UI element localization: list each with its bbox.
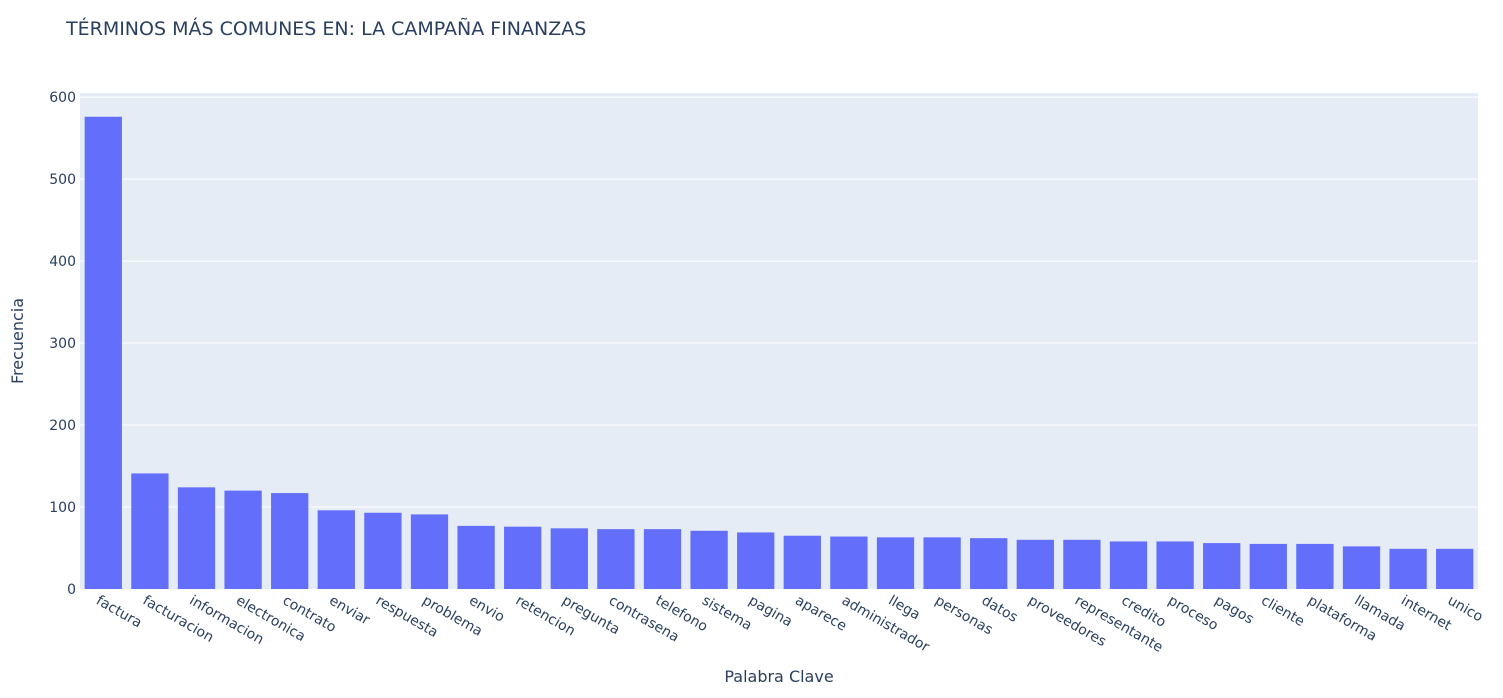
bar-sistema (690, 530, 728, 589)
bar-unico (1436, 548, 1474, 589)
plot-area (80, 93, 1478, 589)
x-tick-label: administrador (839, 593, 932, 656)
y-tick-label: 0 (67, 582, 76, 598)
x-tick-label: pagina (746, 593, 795, 631)
bar-factura (84, 116, 122, 589)
bar-enviar (317, 510, 355, 589)
bar-cliente (1249, 543, 1287, 589)
x-tick-label: proceso (1165, 593, 1221, 634)
bar-aparece (783, 535, 821, 589)
x-tick-label: sistema (699, 593, 754, 634)
bar-administrador (830, 536, 868, 589)
y-tick-label: 400 (49, 254, 76, 270)
bar-datos (970, 538, 1008, 589)
y-axis-label: Frecuencia (8, 298, 27, 384)
bar-pagina (737, 532, 775, 589)
x-axis-label: Palabra Clave (724, 667, 833, 686)
bar-personas (923, 537, 961, 589)
y-axis-ticks: 0 100 200 300 400 500 600 (49, 90, 76, 598)
bar-telefono (643, 529, 682, 589)
bar-respuesta (364, 512, 402, 589)
bar-contrato (271, 493, 309, 589)
y-tick-label: 100 (49, 500, 76, 516)
x-tick-label: aparece (792, 593, 849, 635)
x-axis-ticks: facturafacturacioninformacionelectronica… (93, 593, 1485, 656)
bar-llega (876, 537, 915, 589)
y-tick-label: 600 (49, 90, 76, 106)
bar-pregunta (550, 528, 588, 589)
chart-title: TÉRMINOS MÁS COMUNES EN: LA CAMPAÑA FINA… (65, 17, 586, 40)
bar-pagos (1203, 543, 1241, 589)
y-tick-label: 500 (49, 172, 76, 188)
bar-proveedores (1016, 539, 1054, 589)
bar-electronica (224, 490, 262, 589)
bar-facturacion (131, 473, 169, 589)
bar-proceso (1156, 541, 1194, 589)
x-tick-label: internet (1398, 593, 1454, 635)
bar-informacion (177, 487, 216, 589)
y-tick-label: 200 (49, 418, 76, 434)
bar-problema (410, 514, 449, 589)
bar-internet (1389, 548, 1427, 589)
x-tick-label: cliente (1258, 593, 1307, 630)
bar-envio (457, 525, 495, 589)
y-tick-label: 300 (49, 336, 76, 352)
x-tick-label: factura (93, 593, 144, 632)
bar-plataforma (1296, 543, 1334, 589)
bar-llamada (1342, 546, 1381, 589)
grid-lines (80, 96, 1478, 508)
bar-retencion (504, 526, 542, 589)
bar-credito (1109, 541, 1148, 589)
bars (84, 116, 1474, 589)
bar-representante (1063, 539, 1101, 589)
bar-contrasena (597, 529, 635, 589)
